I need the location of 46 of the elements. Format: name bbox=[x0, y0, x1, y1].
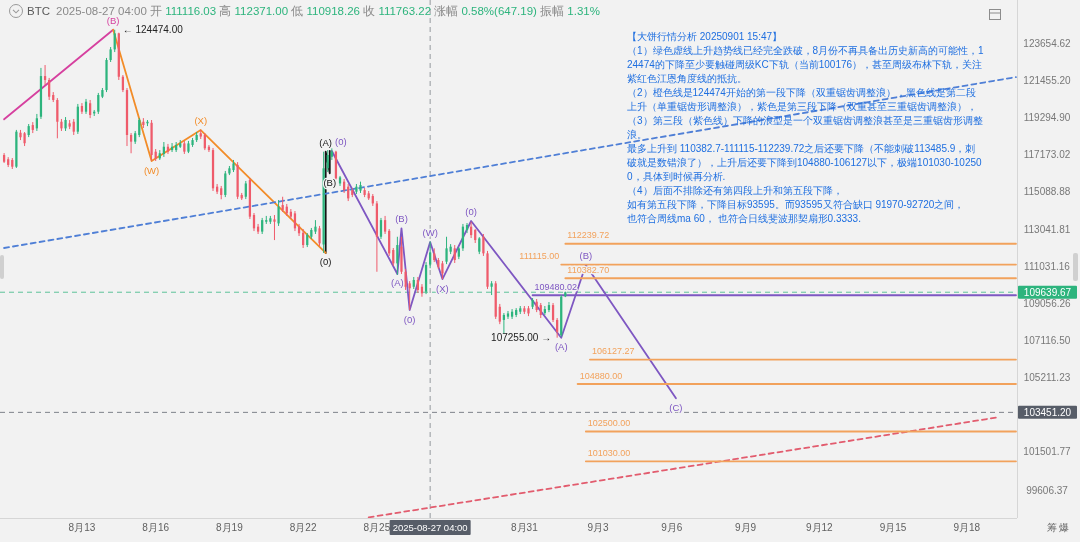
ref-line-label: 103451.20 bbox=[1023, 406, 1072, 418]
x-tick-label: 8月25 bbox=[363, 522, 391, 533]
y-tick-label: 123654.62 bbox=[1023, 37, 1071, 49]
y-tick-label: 99606.37 bbox=[1026, 485, 1068, 497]
y-tick-label: 111031.16 bbox=[1024, 260, 1070, 272]
x-tick-label: 9月3 bbox=[587, 522, 609, 533]
annotation: (0) bbox=[335, 135, 347, 147]
x-tick-label: 9月15 bbox=[879, 522, 907, 533]
y-tick-label: 119294.90 bbox=[1023, 112, 1071, 124]
title: BTC bbox=[27, 5, 50, 17]
y-tick-label: 105211.23 bbox=[1023, 372, 1071, 383]
x-tick-label: 8月16 bbox=[142, 522, 169, 533]
annotation: (0) bbox=[319, 256, 332, 268]
annotation: (B) bbox=[395, 213, 408, 225]
annotation: (B) bbox=[106, 14, 120, 26]
x-tick-label: 8月22 bbox=[289, 522, 317, 533]
annotation: (A) bbox=[391, 277, 404, 289]
annotation: (A) bbox=[319, 136, 332, 148]
y-tick-label: 113041.81 bbox=[1023, 223, 1071, 235]
annotation: (X) bbox=[194, 115, 208, 126]
x-tick-label: 9月9 bbox=[735, 522, 757, 533]
y-tick-label: 115088.88 bbox=[1023, 186, 1071, 198]
x-tick-label: 8月31 bbox=[511, 522, 538, 533]
annotation: (A) bbox=[554, 341, 568, 353]
annotation: (0) bbox=[465, 206, 477, 217]
y-tick-label: 109056.26 bbox=[1023, 297, 1071, 309]
x-tick-label: 9月12 bbox=[806, 522, 833, 533]
y-tick-label: 101501.77 bbox=[1023, 446, 1071, 458]
annotation: (0) bbox=[403, 313, 416, 325]
annotation: (X) bbox=[436, 282, 449, 294]
y-tick-label: 121455.20 bbox=[1023, 75, 1071, 87]
x-tick-label: 8月19 bbox=[216, 522, 243, 533]
annotation: 107255.00 → bbox=[491, 332, 552, 344]
footer-controls: 筹 爆 bbox=[1046, 522, 1070, 533]
annotation: (W) bbox=[143, 164, 160, 176]
annotation: (W) bbox=[422, 227, 438, 239]
annotation: (C) bbox=[669, 401, 683, 413]
x-tick-label: 8月13 bbox=[68, 522, 96, 533]
annotation: ← 124474.00 bbox=[122, 24, 183, 36]
x-tick-label: 9月6 bbox=[661, 522, 683, 533]
y-tick-label: 107116.50 bbox=[1023, 334, 1071, 346]
subtitle: 2025-08-27 04:00 开 111116.03 高 112371.00 低 110918.26 收 111763.22 涨幅 0.58%(647.19) 振幅 1.31% bbox=[56, 5, 600, 17]
y-tick-label: 117173.02 bbox=[1023, 149, 1071, 161]
annotation: (B) bbox=[579, 250, 593, 262]
ref-line-label: 109639.67 bbox=[1023, 286, 1072, 298]
x-tick-label: 9月18 bbox=[953, 522, 981, 533]
